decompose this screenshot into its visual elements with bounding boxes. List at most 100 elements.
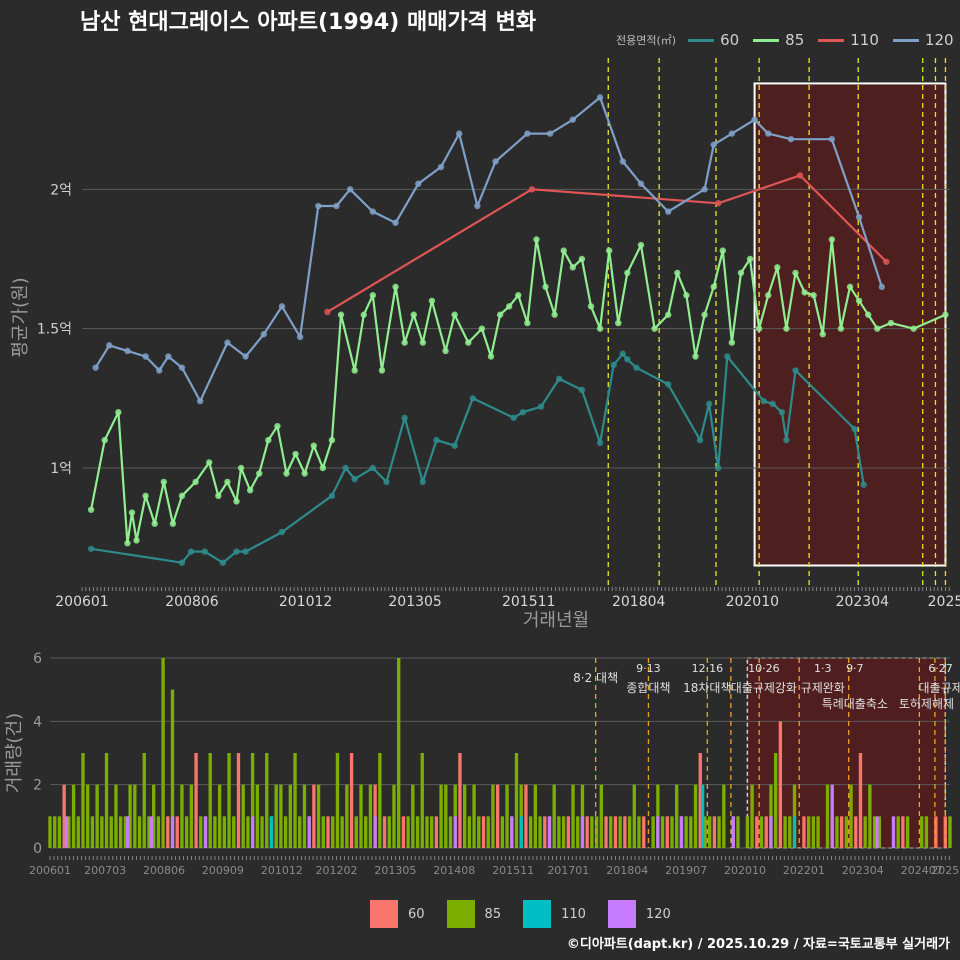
volume-bar-85 xyxy=(250,753,255,848)
data-point-85 xyxy=(533,236,540,243)
data-point-85 xyxy=(801,289,808,296)
volume-x-tick-label: 202304 xyxy=(842,864,884,877)
data-point-85 xyxy=(674,269,681,277)
data-point-120 xyxy=(315,202,322,210)
volume-bar-85 xyxy=(316,784,321,848)
volume-bar-85 xyxy=(811,816,816,848)
volume-bar-85 xyxy=(594,816,599,848)
volume-bar-85 xyxy=(81,753,85,848)
volume-bar-85 xyxy=(788,816,792,848)
volume-x-tick-label: 201202 xyxy=(315,864,357,877)
data-point-60 xyxy=(419,478,427,486)
volume-x-tick-label: 201012 xyxy=(261,864,303,877)
data-point-120 xyxy=(346,186,354,193)
volume-bar-85 xyxy=(359,784,363,848)
data-point-60 xyxy=(351,475,358,483)
data-point-85 xyxy=(615,319,622,327)
volume-y-axis-title: 거래량(건) xyxy=(4,713,25,793)
data-point-60 xyxy=(578,386,586,394)
volume-bar-85 xyxy=(571,784,575,848)
data-point-85 xyxy=(160,478,168,486)
volume-bar-85 xyxy=(170,689,175,848)
data-point-85 xyxy=(792,269,799,277)
data-point-60 xyxy=(401,414,408,422)
legend-title: 전용면적(㎡) xyxy=(616,34,677,47)
volume-bar-60 xyxy=(458,753,462,848)
data-point-85 xyxy=(337,311,345,318)
data-point-85 xyxy=(169,520,177,527)
volume-bar-85 xyxy=(90,816,95,848)
data-point-85 xyxy=(515,292,522,299)
volume-bar-85 xyxy=(213,816,217,848)
data-point-85 xyxy=(178,492,186,500)
data-point-120 xyxy=(665,208,672,215)
data-point-60 xyxy=(633,364,640,371)
data-point-85 xyxy=(319,464,327,472)
volume-bar-85 xyxy=(486,816,490,848)
volume-bar-120 xyxy=(373,816,377,848)
data-point-120 xyxy=(474,202,481,210)
data-point-110 xyxy=(715,200,722,207)
volume-bar-60 xyxy=(194,753,198,848)
data-point-120 xyxy=(701,186,708,193)
data-point-85 xyxy=(465,339,472,346)
data-point-85 xyxy=(192,478,199,486)
data-point-85 xyxy=(578,255,586,263)
volume-bar-85 xyxy=(156,816,161,848)
volume-bar-85 xyxy=(844,816,849,848)
data-point-60 xyxy=(537,403,545,410)
volume-bar-85 xyxy=(345,784,349,848)
legend-label-110: 110 xyxy=(850,31,879,49)
volume-bar-85 xyxy=(109,816,113,848)
data-point-85 xyxy=(115,409,122,416)
volume-bar-60 xyxy=(901,816,905,848)
volume-bar-120 xyxy=(891,816,896,848)
volume-bar-85 xyxy=(538,816,542,848)
volume-bar-120 xyxy=(453,816,457,848)
volume-bar-85 xyxy=(279,784,283,848)
volume-bar-85 xyxy=(750,784,754,848)
data-point-85 xyxy=(874,325,881,332)
volume-bar-85 xyxy=(627,816,632,848)
volume-bar-85 xyxy=(302,784,307,848)
volume-bar-85 xyxy=(816,816,820,848)
data-point-120 xyxy=(728,130,736,137)
volume-bar-85 xyxy=(561,816,566,848)
volume-bar-60 xyxy=(858,753,863,848)
volume-bar-120 xyxy=(656,816,660,848)
data-point-85 xyxy=(864,311,872,318)
volume-bar-85 xyxy=(406,816,410,848)
volume-bar-85 xyxy=(825,784,830,848)
volume-bar-85 xyxy=(872,816,877,848)
data-point-85 xyxy=(237,464,245,472)
volume-bar-85 xyxy=(288,784,292,848)
volume-bar-85 xyxy=(693,784,698,848)
volume-bar-85 xyxy=(340,816,344,848)
data-point-120 xyxy=(437,163,445,171)
volume-bar-85 xyxy=(689,816,693,848)
volume-bar-85 xyxy=(246,816,250,848)
data-point-85 xyxy=(524,319,531,327)
data-point-60 xyxy=(619,350,626,357)
volume-bar-85 xyxy=(500,816,505,848)
data-point-60 xyxy=(369,464,377,472)
data-point-60 xyxy=(851,425,858,433)
volume-bar-85 xyxy=(745,816,750,848)
data-point-60 xyxy=(201,548,208,555)
data-point-60 xyxy=(665,381,672,388)
volume-bar-120 xyxy=(126,816,130,848)
data-point-60 xyxy=(433,436,440,444)
volume-y-tick-label: 2 xyxy=(33,778,42,794)
data-point-85 xyxy=(692,353,699,360)
volume-bar-120 xyxy=(731,816,735,848)
volume-bar-60 xyxy=(839,816,844,848)
volume-bar-85 xyxy=(472,784,476,848)
chart-title: 남산 현대그레이스 아파트(1994) 매매가격 변화 xyxy=(80,10,537,35)
data-point-85 xyxy=(328,436,336,444)
x-tick-label: 200601 xyxy=(55,594,108,610)
volume-bar-85 xyxy=(835,816,839,848)
series-line-85 xyxy=(90,238,946,545)
data-point-120 xyxy=(260,331,267,338)
data-point-85 xyxy=(360,311,367,318)
policy-annotation-label: 18차대책 xyxy=(683,680,731,695)
